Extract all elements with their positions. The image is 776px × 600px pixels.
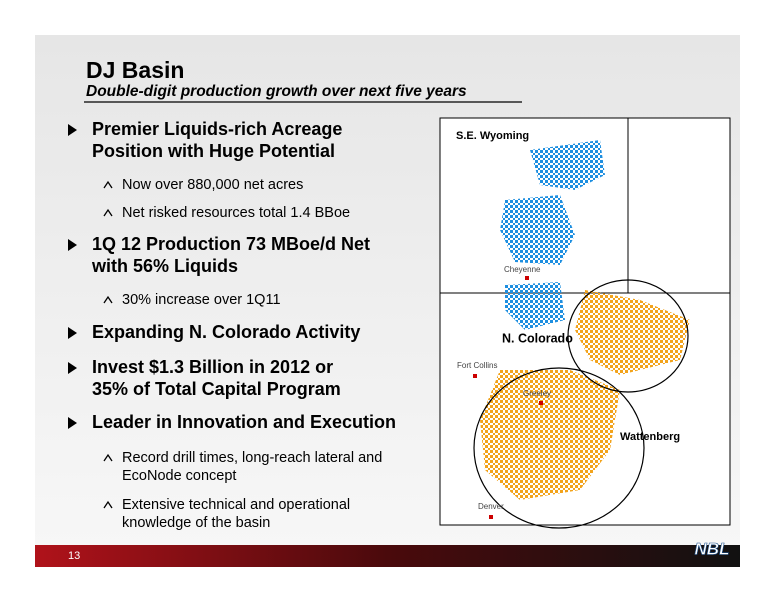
bullet-text: with 56% Liquids bbox=[91, 256, 238, 276]
bullet-marker bbox=[68, 417, 77, 429]
sub-bullet-marker bbox=[103, 453, 113, 462]
city-label: Cheyenne bbox=[504, 265, 541, 274]
page-number: 13 bbox=[68, 550, 80, 562]
bullet-text: Premier Liquids-rich Acreage bbox=[92, 119, 342, 139]
city-label: Denver bbox=[478, 502, 504, 511]
bullet-text: Invest $1.3 Billion in 2012 or bbox=[92, 357, 333, 377]
logo: NBL bbox=[695, 539, 730, 558]
footer-bar bbox=[35, 545, 740, 567]
bullet-text: Position with Huge Potential bbox=[92, 141, 335, 161]
sub-bullet-text: Record drill times, long-reach lateral a… bbox=[122, 450, 382, 466]
bullet-text: Expanding N. Colorado Activity bbox=[92, 322, 360, 342]
sub-bullet-marker bbox=[103, 180, 113, 189]
bullet-marker bbox=[68, 239, 77, 251]
sub-bullet-text: Net risked resources total 1.4 BBoe bbox=[122, 205, 350, 221]
sub-bullet-text: Extensive technical and operational bbox=[122, 497, 350, 513]
bullet-marker bbox=[68, 327, 77, 339]
sub-bullet-text: knowledge of the basin bbox=[122, 515, 270, 531]
region-label: S.E. Wyoming bbox=[456, 130, 529, 142]
sub-bullet-marker bbox=[103, 208, 113, 217]
bullet-text: 35% of Total Capital Program bbox=[92, 379, 341, 399]
sub-bullet-marker bbox=[103, 500, 113, 509]
bullet-marker bbox=[68, 124, 77, 136]
city-label: Greeley bbox=[523, 389, 551, 398]
sub-bullet-text: 30% increase over 1Q11 bbox=[122, 292, 281, 308]
sub-bullet-text: EcoNode concept bbox=[122, 468, 236, 484]
bullet-text: 1Q 12 Production 73 MBoe/d Net bbox=[92, 234, 370, 254]
map: S.E. Wyoming N. Colorado Wattenberg Chey… bbox=[439, 117, 731, 529]
title: DJ Basin bbox=[86, 57, 184, 83]
subtitle: Double-digit production growth over next… bbox=[86, 83, 467, 100]
sub-bullet-marker bbox=[103, 295, 113, 304]
city-label: Fort Collins bbox=[457, 361, 497, 370]
region-label: N. Colorado bbox=[502, 331, 573, 345]
region-label: Wattenberg bbox=[620, 431, 680, 443]
sub-bullet-text: Now over 880,000 net acres bbox=[122, 177, 303, 193]
bullet-text: Leader in Innovation and Execution bbox=[92, 412, 396, 432]
bullet-marker bbox=[68, 362, 77, 374]
